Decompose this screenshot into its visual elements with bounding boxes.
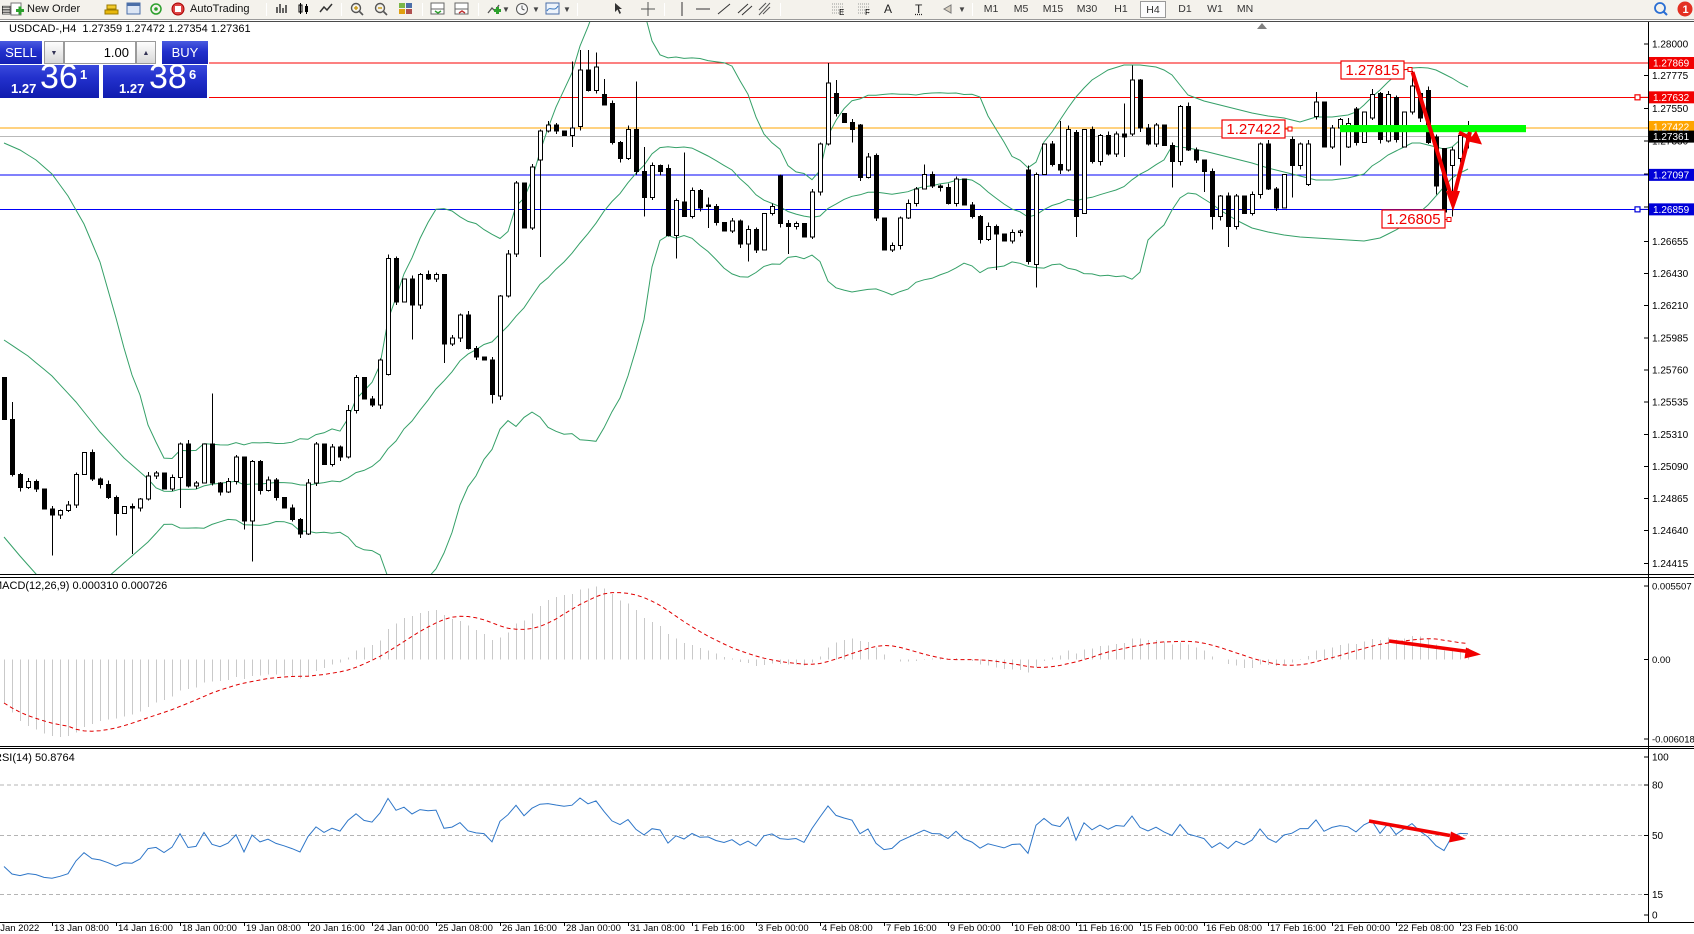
svg-text:0: 0 — [1652, 911, 1658, 922]
svg-text:16 Feb 08:00: 16 Feb 08:00 — [1206, 923, 1262, 934]
svg-text:21 Feb 00:00: 21 Feb 00:00 — [1334, 923, 1390, 934]
svg-text:RSI(14) 50.8764: RSI(14) 50.8764 — [0, 752, 75, 764]
svg-text:F: F — [865, 8, 870, 17]
svg-text:1.27815: 1.27815 — [1345, 62, 1399, 79]
svg-text:20 Jan 16:00: 20 Jan 16:00 — [310, 923, 365, 934]
svg-text:18 Jan 00:00: 18 Jan 00:00 — [182, 923, 237, 934]
svg-text:1.25535: 1.25535 — [1652, 398, 1689, 409]
svg-text:15 Feb 00:00: 15 Feb 00:00 — [1142, 923, 1198, 934]
svg-text:3 Feb 00:00: 3 Feb 00:00 — [758, 923, 809, 934]
svg-text:1 Feb 16:00: 1 Feb 16:00 — [694, 923, 745, 934]
svg-text:0.005507: 0.005507 — [1652, 582, 1692, 593]
svg-text:26 Jan 16:00: 26 Jan 16:00 — [502, 923, 557, 934]
svg-text:1.26655: 1.26655 — [1652, 237, 1689, 248]
svg-text:1.26859: 1.26859 — [1653, 205, 1690, 216]
svg-text:100: 100 — [1652, 753, 1669, 764]
svg-text:17 Feb 16:00: 17 Feb 16:00 — [1270, 923, 1326, 934]
svg-text:1.28000: 1.28000 — [1652, 40, 1689, 51]
svg-text:12 Jan 2022: 12 Jan 2022 — [0, 923, 39, 934]
svg-text:1.27632: 1.27632 — [1653, 93, 1690, 104]
svg-text:50: 50 — [1652, 831, 1664, 842]
svg-text:1.24865: 1.24865 — [1652, 494, 1689, 505]
svg-text:1.27869: 1.27869 — [1653, 58, 1690, 69]
svg-text:25 Jan 08:00: 25 Jan 08:00 — [438, 923, 493, 934]
svg-text:MACD(12,26,9) 0.000310 0.00072: MACD(12,26,9) 0.000310 0.000726 — [0, 580, 167, 592]
svg-text:23 Feb 16:00: 23 Feb 16:00 — [1462, 923, 1518, 934]
svg-text:1.27097: 1.27097 — [1653, 170, 1690, 181]
svg-text:19 Jan 08:00: 19 Jan 08:00 — [246, 923, 301, 934]
svg-text:4 Feb 08:00: 4 Feb 08:00 — [822, 923, 873, 934]
svg-text:1.24640: 1.24640 — [1652, 526, 1689, 537]
svg-text:1.25760: 1.25760 — [1652, 366, 1689, 377]
svg-text:E: E — [839, 8, 844, 17]
svg-text:1: 1 — [1683, 4, 1689, 16]
svg-text:22 Feb 08:00: 22 Feb 08:00 — [1398, 923, 1454, 934]
svg-text:80: 80 — [1652, 781, 1664, 792]
svg-text:1.25090: 1.25090 — [1652, 462, 1689, 473]
svg-text:1.27361: 1.27361 — [1653, 132, 1690, 143]
svg-text:USDCAD-,H4 1.27359 1.27472 1.: USDCAD-,H4 1.27359 1.27472 1.27354 1.273… — [9, 23, 251, 35]
svg-text:10 Feb 08:00: 10 Feb 08:00 — [1014, 923, 1070, 934]
svg-text:0.00: 0.00 — [1652, 655, 1671, 666]
svg-text:1.25310: 1.25310 — [1652, 430, 1689, 441]
svg-text:9 Feb 00:00: 9 Feb 00:00 — [950, 923, 1001, 934]
svg-text:1.26210: 1.26210 — [1652, 301, 1689, 312]
svg-text:7 Feb 16:00: 7 Feb 16:00 — [886, 923, 937, 934]
svg-text:15: 15 — [1652, 890, 1664, 901]
svg-text:1.27775: 1.27775 — [1652, 71, 1689, 82]
svg-text:1.27550: 1.27550 — [1652, 104, 1689, 115]
svg-text:1.27422: 1.27422 — [1653, 122, 1690, 133]
svg-text:1.26805: 1.26805 — [1386, 211, 1440, 228]
svg-text:13 Jan 08:00: 13 Jan 08:00 — [54, 923, 109, 934]
svg-text:1.27422: 1.27422 — [1226, 121, 1280, 138]
svg-text:1.24415: 1.24415 — [1652, 559, 1689, 570]
svg-text:1.25985: 1.25985 — [1652, 334, 1689, 345]
svg-text:28 Jan 00:00: 28 Jan 00:00 — [566, 923, 621, 934]
svg-text:11 Feb 16:00: 11 Feb 16:00 — [1078, 923, 1133, 934]
svg-text:-0.006018: -0.006018 — [1652, 735, 1694, 746]
svg-text:1.26430: 1.26430 — [1652, 269, 1689, 280]
svg-text:31 Jan 08:00: 31 Jan 08:00 — [630, 923, 685, 934]
svg-text:24 Jan 00:00: 24 Jan 00:00 — [374, 923, 429, 934]
svg-text:14 Jan 16:00: 14 Jan 16:00 — [118, 923, 173, 934]
